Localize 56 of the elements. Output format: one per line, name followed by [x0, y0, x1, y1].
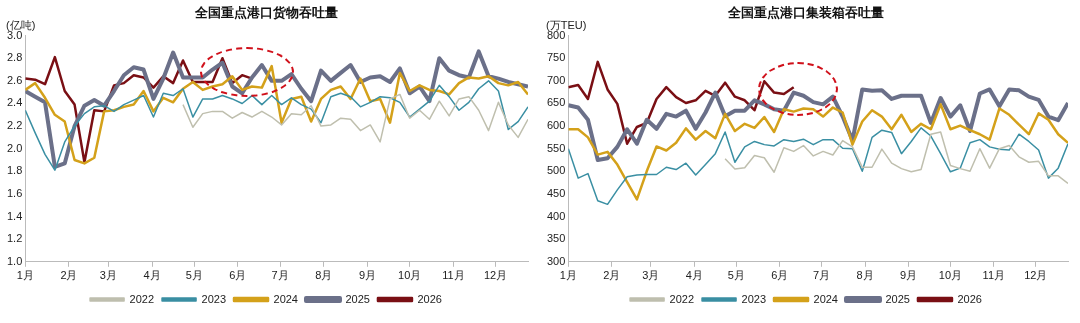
y-tick-label: 450	[546, 186, 566, 199]
x-tick-label: 10月	[398, 269, 422, 282]
x-tick-label: 7月	[271, 269, 289, 282]
x-tick-label: 4月	[143, 269, 161, 282]
legend-label: 2022	[129, 292, 155, 305]
y-tick-label: 1.6	[6, 186, 23, 199]
y-tick-label: 2.0	[6, 141, 23, 154]
y-tick-label: 650	[546, 96, 566, 109]
y-tick-label: 2.2	[6, 119, 23, 132]
legend-label: 2024	[273, 292, 298, 305]
y-tick-label: 1.8	[6, 164, 23, 177]
legend-label: 2023	[201, 292, 227, 305]
y-tick-label: 300	[546, 254, 566, 267]
y-tick-label: 2.6	[6, 73, 23, 86]
legend-label: 2025	[345, 292, 370, 305]
x-tick-label: 5月	[185, 269, 203, 282]
y-tick-label: 600	[546, 119, 566, 132]
x-tick-label: 9月	[358, 269, 377, 282]
y-tick-label: 1.0	[6, 254, 23, 267]
y-tick-label: 550	[546, 141, 566, 154]
legend-label: 2024	[813, 292, 838, 305]
x-tick-label: 2月	[603, 269, 621, 282]
x-tick-label: 12月	[1024, 269, 1048, 282]
x-tick-label: 12月	[483, 269, 508, 282]
x-tick-label: 2月	[60, 269, 78, 282]
x-tick-label: 10月	[938, 269, 963, 282]
x-tick-label: 6月	[229, 269, 247, 282]
x-tick-label: 11月	[982, 269, 1006, 282]
chart-title: 全国重点港口货物吞吐量	[193, 5, 338, 21]
chart-title: 全国重点港口集装箱吞吐量	[727, 5, 884, 21]
x-tick-label: 9月	[899, 269, 918, 282]
x-tick-label: 3月	[642, 269, 660, 282]
legend-label: 2026	[417, 292, 442, 305]
legend-label: 2023	[741, 292, 767, 305]
legend-label: 2022	[669, 292, 695, 305]
x-tick-label: 1月	[559, 269, 577, 282]
y-tick-label: 750	[546, 51, 566, 64]
legend-label: 2025	[885, 292, 910, 305]
y-tick-label: 350	[546, 232, 566, 245]
legend-label: 2026	[957, 292, 982, 305]
x-tick-label: 8月	[315, 269, 333, 282]
x-tick-label: 11月	[442, 269, 465, 282]
x-tick-label: 6月	[771, 269, 789, 282]
y-tick-label: 1.2	[6, 232, 23, 245]
x-tick-label: 1月	[16, 269, 34, 282]
x-tick-label: 7月	[813, 269, 831, 282]
x-tick-label: 5月	[727, 269, 745, 282]
x-tick-label: 8月	[856, 269, 874, 282]
x-tick-label: 4月	[685, 269, 703, 282]
y-tick-label: 700	[546, 73, 566, 86]
y-tick-label: 1.4	[6, 209, 23, 222]
y-tick-label: 2.8	[6, 51, 23, 64]
x-tick-label: 3月	[99, 269, 117, 282]
y-tick-label: 500	[546, 164, 566, 177]
y-tick-label: 400	[546, 209, 566, 222]
y-tick-label: 2.4	[6, 96, 23, 109]
